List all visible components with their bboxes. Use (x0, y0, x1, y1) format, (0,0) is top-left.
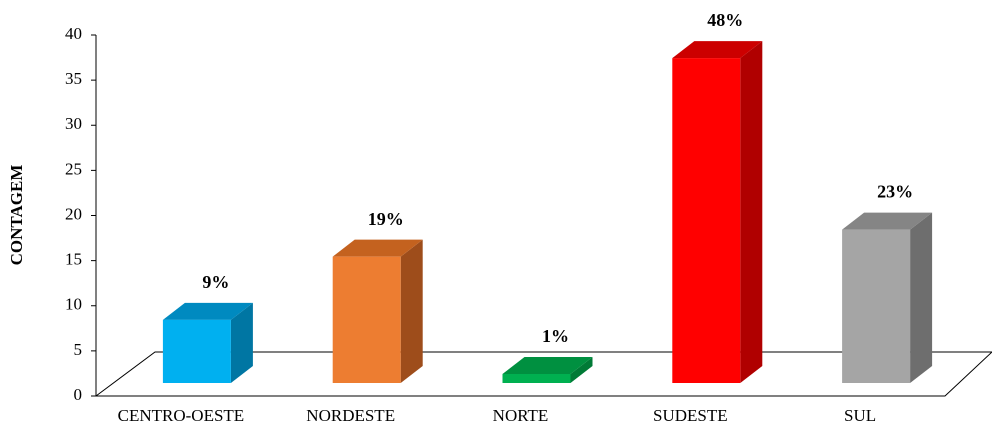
floor (94, 351, 992, 397)
bar (672, 58, 741, 383)
bar-side (570, 356, 593, 383)
bar-top (842, 212, 933, 230)
x-tick-label: CENTRO-OESTE (118, 406, 245, 425)
value-label: 48% (707, 10, 743, 30)
y-axis-label: CONTAGEM (7, 165, 26, 266)
bar-side (910, 212, 933, 383)
y-tick-label: 15 (65, 250, 82, 269)
bar (842, 229, 911, 383)
value-label: 1% (542, 326, 569, 346)
bar-top (162, 302, 253, 320)
bar-side (230, 302, 253, 383)
x-tick-label: SUDESTE (653, 406, 728, 425)
y-tick-label: 25 (65, 159, 82, 178)
y-tick-label: 30 (65, 114, 82, 133)
y-tick-label: 40 (65, 24, 82, 43)
y-tick-label: 10 (65, 295, 82, 314)
bar (332, 256, 401, 383)
y-tick-label: 5 (74, 340, 83, 359)
bar-top (502, 356, 593, 374)
bar (162, 319, 231, 383)
x-tick-label: NORTE (493, 406, 549, 425)
value-label: 19% (368, 209, 404, 229)
bar-side (400, 239, 423, 383)
bar-side (740, 41, 763, 383)
value-label: 9% (202, 272, 229, 292)
x-tick-label: SUL (844, 406, 876, 425)
y-tick-label: 35 (65, 69, 82, 88)
bar-top (672, 41, 763, 59)
value-label: 23% (877, 182, 913, 202)
x-tick-label: NORDESTE (306, 406, 395, 425)
y-tick-label: 20 (65, 204, 82, 223)
bar-top (332, 239, 423, 257)
bar (502, 373, 571, 383)
y-tick-label: 0 (74, 385, 83, 404)
